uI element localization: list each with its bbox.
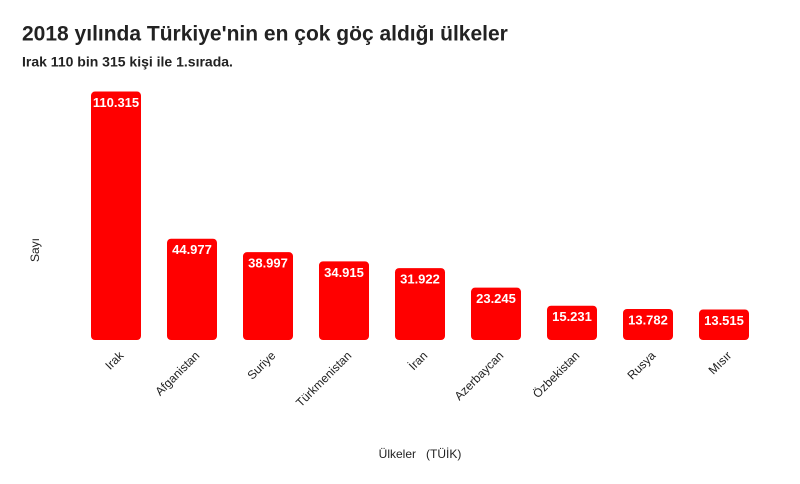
bar xyxy=(547,305,597,340)
bar xyxy=(395,268,445,340)
bar xyxy=(243,252,293,340)
x-tick-label: Irak xyxy=(102,348,127,373)
x-tick-label: Türkmenistan xyxy=(293,348,354,409)
bar xyxy=(91,91,141,340)
x-tick-label: Suriye xyxy=(244,348,278,382)
x-axis-label: Ülkeler (TÜİK) xyxy=(379,447,462,461)
chart-title: 2018 yılında Türkiye'nin en çok göç aldı… xyxy=(22,23,508,46)
data-label: 15.231 xyxy=(552,309,592,324)
bar xyxy=(471,287,521,340)
x-tick-label: İran xyxy=(406,348,431,373)
data-label: 23.245 xyxy=(476,291,516,306)
data-label: 13.782 xyxy=(628,312,668,327)
bar xyxy=(623,308,673,340)
x-tick-label: Azerbaycan xyxy=(452,348,507,403)
data-label: 31.922 xyxy=(400,272,440,287)
x-tick-label: Rusya xyxy=(624,348,658,382)
data-label: 34.915 xyxy=(324,265,364,280)
bar xyxy=(699,309,749,340)
bar xyxy=(167,238,217,340)
data-label: 13.515 xyxy=(704,313,744,328)
bar xyxy=(319,261,369,340)
x-tick-label: Mısır xyxy=(706,348,735,377)
data-label: 44.977 xyxy=(172,242,212,257)
chart-subtitle: Irak 110 bin 315 kişi ile 1.sırada. xyxy=(22,54,233,70)
y-axis-label: Sayı xyxy=(28,238,42,262)
data-label: 110.315 xyxy=(93,95,139,110)
data-label: 38.997 xyxy=(248,256,288,271)
x-tick-label: Özbekistan xyxy=(530,348,582,400)
x-tick-label: Afganistan xyxy=(152,348,202,398)
